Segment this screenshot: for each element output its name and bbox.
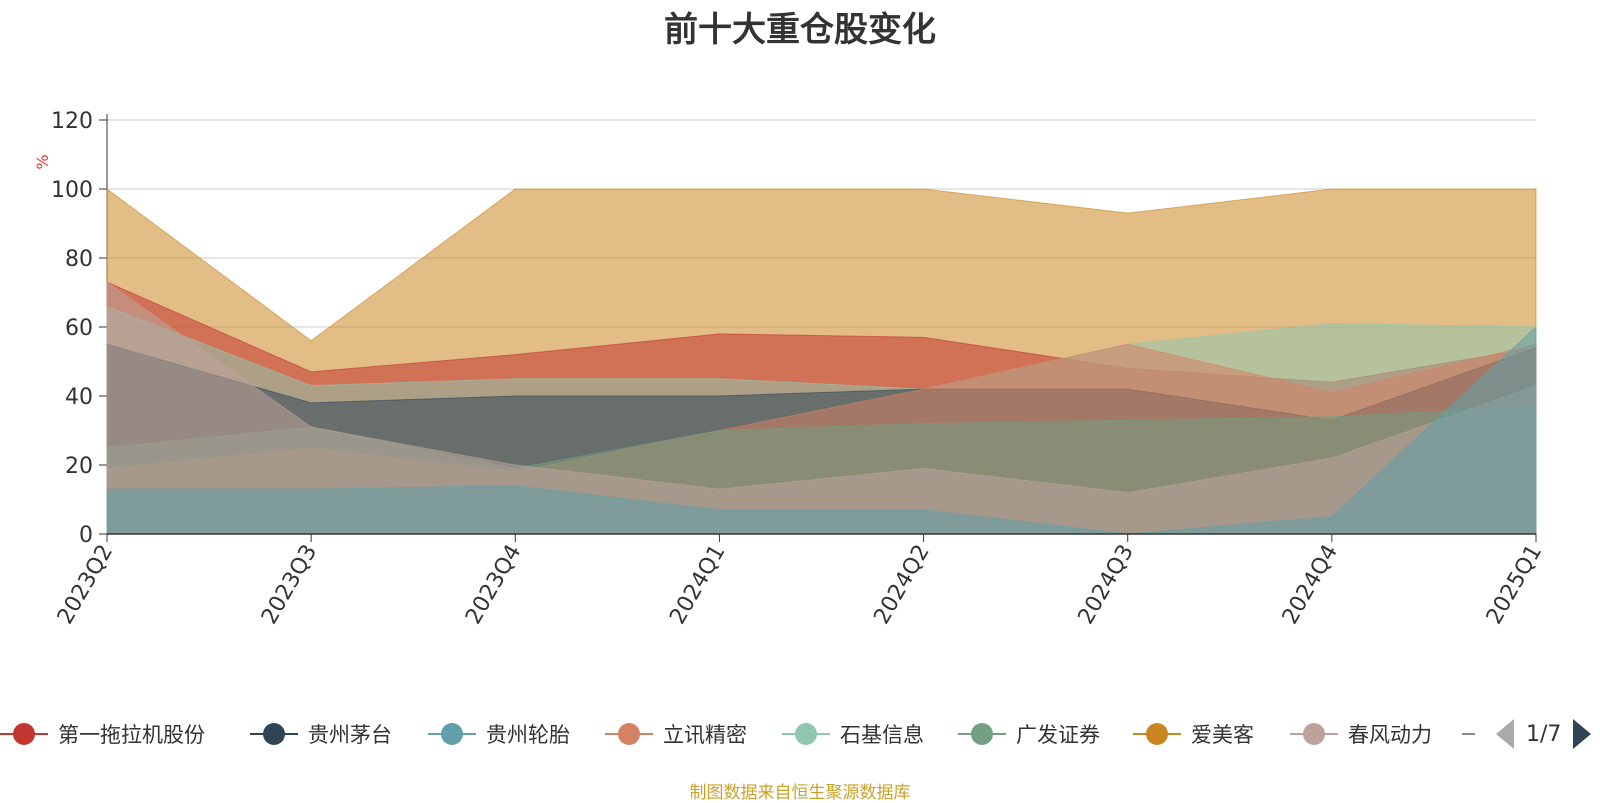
legend-label: 广发证券 — [1016, 723, 1100, 747]
y-tick-label: 80 — [65, 247, 93, 272]
legend-label: 爱美客 — [1191, 723, 1254, 747]
legend-marker-icon — [428, 722, 476, 746]
legend-marker-icon — [1290, 722, 1338, 746]
x-tick-label: 2024Q2 — [869, 541, 934, 629]
legend-label: 贵州茅台 — [308, 723, 392, 747]
legend-prev-page-icon[interactable] — [1496, 719, 1514, 749]
x-tick-label: 2023Q4 — [461, 541, 526, 629]
y-tick-label: 0 — [79, 523, 93, 548]
legend-marker-icon — [605, 722, 653, 746]
legend-marker-icon — [958, 722, 1006, 746]
legend-item[interactable]: 石基信息 — [782, 714, 924, 754]
x-tick-label: 2024Q1 — [665, 541, 730, 629]
y-axis-label: % — [33, 154, 52, 169]
legend-label: 贵州轮胎 — [486, 723, 570, 747]
legend-label: 立讯精密 — [663, 723, 747, 747]
legend-item[interactable]: 立讯精密 — [605, 714, 747, 754]
source-note: 制图数据来自恒生聚源数据库 — [689, 783, 911, 803]
legend-item[interactable]: 爱美客 — [1133, 714, 1254, 754]
legend-item[interactable]: 贵州轮胎 — [428, 714, 570, 754]
x-tick-label: 2024Q3 — [1074, 541, 1139, 629]
legend-label: 春风动力 — [1348, 723, 1432, 747]
legend-pager: 1/7 — [1496, 716, 1600, 752]
legend-marker-icon — [250, 722, 298, 746]
chart-title: 前十大重仓股变化 — [664, 10, 936, 50]
y-tick-label: 40 — [65, 385, 93, 410]
x-tick-label: 2024Q4 — [1278, 541, 1343, 629]
chart-plot: 0 20 40 60 80 100 120% 2023Q2 2023Q3 2023Q4 2024Q1… — [33, 109, 1547, 629]
legend-overflow-marker — [1462, 733, 1475, 735]
series-area-3 — [106, 325, 1537, 535]
legend-item[interactable]: 广发证券 — [958, 714, 1100, 754]
y-tick-label: 120 — [51, 109, 93, 134]
legend: 第一拖拉机股份 贵州茅台 贵州轮胎 立讯精密 石基信息 广发证券 爱美客 春风动力 — [0, 714, 1475, 754]
legend-marker-icon — [0, 722, 48, 746]
legend-marker-icon — [782, 722, 830, 746]
x-tick-label: 2025Q1 — [1482, 541, 1547, 629]
legend-marker-icon — [1133, 722, 1181, 746]
legend-item[interactable]: 第一拖拉机股份 — [0, 714, 205, 754]
legend-item[interactable]: 贵州茅台 — [250, 714, 392, 754]
y-tick-label: 100 — [51, 178, 93, 203]
legend-next-page-icon[interactable] — [1573, 719, 1592, 749]
legend-item[interactable]: 春风动力 — [1290, 714, 1432, 754]
legend-label: 第一拖拉机股份 — [58, 723, 205, 747]
y-tick-label: 60 — [65, 316, 93, 341]
x-tick-label: 2023Q2 — [53, 541, 118, 629]
legend-label: 石基信息 — [840, 723, 924, 747]
y-tick-label: 20 — [65, 454, 93, 479]
legend-page-indicator: 1/7 — [1526, 721, 1562, 747]
x-tick-label: 2023Q3 — [257, 541, 322, 629]
